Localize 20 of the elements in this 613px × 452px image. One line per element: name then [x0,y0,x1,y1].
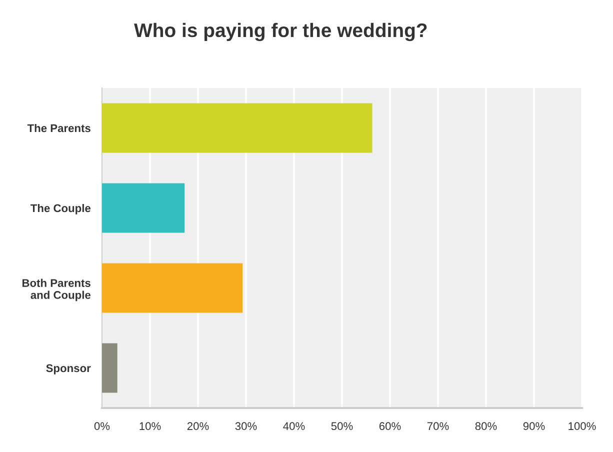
chart-title: Who is paying for the wedding? [134,22,427,42]
x-tick-label: 50% [331,422,353,430]
x-tick-label: 70% [427,422,449,430]
bar [102,103,372,153]
x-tick-label: 40% [283,422,305,430]
y-tick-label: The Parents [27,124,90,132]
x-tick-label: 20% [187,422,209,430]
x-tick-label: 0% [94,422,110,430]
y-tick-label: Sponsor [46,364,91,374]
x-tick-label: 60% [379,422,401,430]
x-tick-label: 100% [568,422,596,430]
x-tick-label: 10% [140,422,161,430]
x-tick-label: 90% [523,422,545,430]
x-tick-label: 30% [235,422,257,430]
bar [102,343,118,393]
bar [102,263,243,313]
x-tick-label: 80% [475,422,497,430]
y-tick-label: Both Parents and Couple [22,278,91,302]
bar [102,183,185,233]
y-tick-label: The Couple [30,204,91,214]
